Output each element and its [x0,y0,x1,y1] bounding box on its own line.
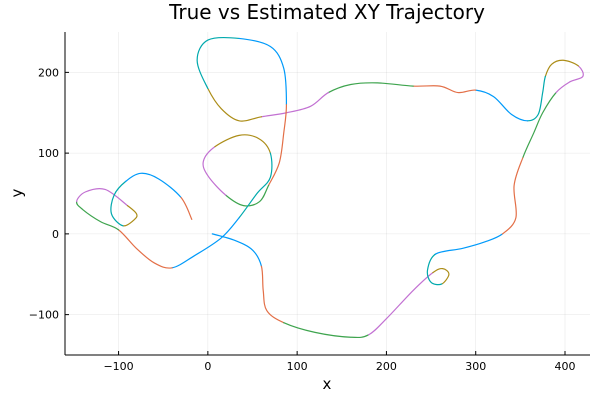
trajectory-segment [180,196,193,220]
x-tick-label: 100 [287,360,308,373]
trajectory-segment [214,134,271,154]
trajectory-segment [267,104,288,187]
y-axis-label: y [8,188,26,197]
x-tick-label: −100 [103,360,133,373]
trajectory-segment [171,217,240,269]
y-tick-label: 0 [52,228,59,241]
trajectory-segment [412,85,477,94]
trajectory-segment [196,36,240,90]
trajectory-segment [110,180,127,227]
trajectory-segment [522,91,557,158]
trajectory-segment [117,229,173,269]
trajectory-segment [475,89,529,122]
trajectory-segment [426,253,443,286]
x-tick-label: 300 [465,360,486,373]
trajectory-segment [501,156,524,235]
trajectory-segment [76,187,129,207]
chart-title: True vs Estimated XY Trajectory [168,0,485,24]
trajectory-segment [327,82,414,94]
y-tick-label: 200 [38,66,59,79]
trajectory-segment [434,233,504,255]
tick-labels: −100 0 100 200 300 400 −100 0 100 200 [29,66,576,373]
trajectory-segment [202,146,227,196]
trajectory-segment [367,272,434,336]
grid [65,32,590,355]
trajectory-segment [544,59,579,78]
trajectory-segment [260,91,329,118]
trajectory-segment [125,172,182,199]
trajectory-segment [283,322,370,339]
trajectory-segment [238,152,273,219]
y-tick-label: 100 [38,147,59,160]
trajectory-lines [75,36,584,339]
x-tick-label: 200 [376,360,397,373]
trajectory-segment [238,37,288,106]
trajectory-segment [75,200,120,231]
trajectory-segment [526,75,546,122]
axes [64,32,590,356]
trajectory-segment [432,267,450,285]
y-tick-label: −100 [29,309,59,322]
x-tick-label: 0 [204,360,211,373]
x-axis-label: x [323,375,332,393]
trajectory-segment [122,205,138,227]
trajectory-segment [555,65,584,94]
trajectory-segment [225,184,270,207]
trajectory-segment [207,87,263,122]
x-tick-label: 400 [555,360,576,373]
trajectory-segment [260,265,285,324]
